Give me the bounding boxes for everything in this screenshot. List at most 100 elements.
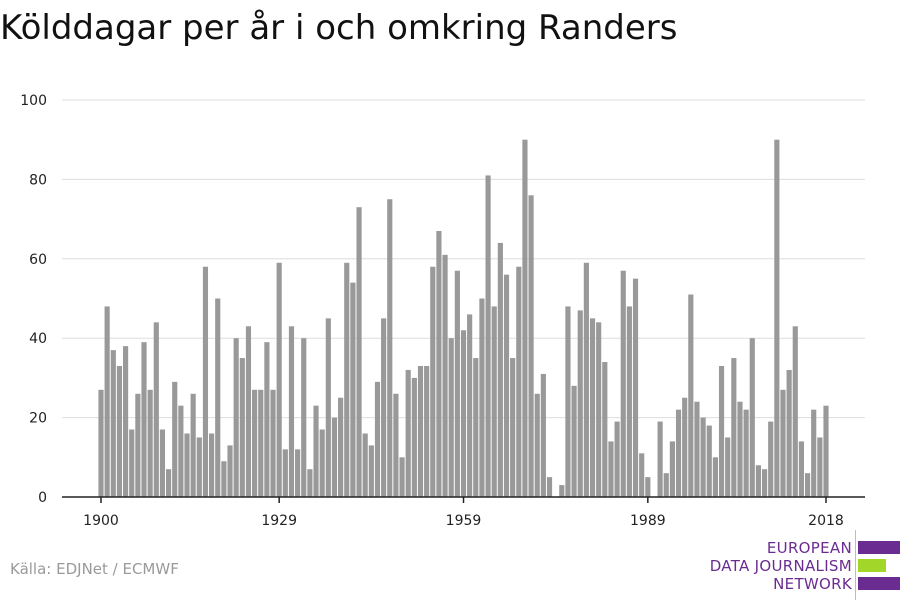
bar-1916 [196,437,202,497]
bar-1913 [178,405,184,497]
bar-1909 [153,322,159,497]
bar-1998 [700,417,706,497]
bar-1977 [571,385,577,497]
bar-2000 [712,457,718,497]
source-note: Källa: EDJNet / ECMWF [10,560,179,578]
bar-2005 [743,409,749,497]
edjnet-logo: EUROPEAN DATA JOURNALISM NETWORK [700,530,900,600]
logo-line-1: EUROPEAN [766,539,852,557]
bar-1982 [602,362,608,497]
bar-1904 [123,346,129,497]
x-tick-label: 1959 [446,513,482,529]
bar-1918 [209,433,215,497]
bar-1919 [215,298,221,497]
logo-line-3: NETWORK [773,575,852,593]
bar-2006 [749,338,755,497]
chart-title: Kölddagar per år i och omkring Randers [0,8,678,48]
bar-2012 [786,369,792,497]
bar-1980 [589,318,596,497]
bar-1905 [129,429,135,497]
bar-1936 [319,429,325,497]
bar-1987 [632,278,639,497]
bar-1948 [393,393,399,497]
bar-2004 [737,401,743,497]
bar-1926 [258,389,264,497]
bar-2011 [780,389,786,497]
bar-1994 [675,409,682,497]
x-tick-label: 2018 [808,513,844,529]
y-tick-label: 60 [29,252,47,268]
bar-1978 [577,310,583,497]
bar-1900 [98,389,104,497]
bar-2007 [755,465,761,497]
bar-2017 [817,437,823,497]
logo-bar-purple-top [858,541,900,554]
logo-divider [855,530,856,600]
bar-1966 [503,274,510,497]
bar-1962 [479,298,485,497]
bar-1941 [350,282,356,497]
bar-1925 [252,389,258,497]
bar-1917 [202,266,209,497]
bar-1906 [135,393,141,497]
bar-1970 [528,195,534,497]
bar-2008 [761,469,768,497]
y-axis-ticks: 0 20 40 60 80 100 [20,93,47,506]
bar-1964 [491,306,497,497]
bar-1912 [172,381,178,497]
bar-1983 [608,441,614,497]
bar-2009 [768,421,774,497]
bar-2001 [718,365,725,497]
bar-1942 [356,207,362,497]
bar-1940 [344,262,350,497]
bar-1958 [454,270,460,497]
bar-1963 [485,175,491,497]
bar-1923 [239,358,245,497]
bar-2010 [774,139,780,497]
bar-1981 [596,322,602,497]
bar-1933 [301,338,307,497]
bar-1999 [706,425,712,497]
bar-1908 [147,389,153,497]
bar-1935 [313,405,319,497]
bar-1971 [534,393,540,497]
bar-1967 [510,358,516,497]
logo-bar-green [858,559,886,572]
logo-text: EUROPEAN DATA JOURNALISM NETWORK [710,539,852,593]
bar-1943 [362,433,368,497]
bar-1937 [325,318,331,497]
bar-2016 [811,409,817,497]
bar-1992 [663,473,669,497]
bar-1901 [104,306,110,497]
bar-1938 [331,417,338,497]
bar-1954 [430,266,436,497]
y-tick-label: 80 [29,172,47,188]
bar-1989 [645,477,651,497]
bar-1939 [338,397,344,497]
bar-1995 [682,397,688,497]
bar-1951 [411,377,417,497]
bar-2018 [823,405,829,497]
bar-2015 [804,473,811,497]
bar-1968 [516,266,522,497]
bar-1959 [460,330,467,497]
bar-1930 [282,449,288,497]
bar-1946 [381,318,387,497]
bar-1984 [614,421,620,497]
bar-2002 [725,437,731,497]
bar-1955 [436,231,442,497]
bar-1972 [540,373,546,497]
bar-1902 [110,350,116,497]
bar-1957 [448,338,454,497]
bar-1996 [688,294,694,497]
bar-1932 [295,449,301,497]
bar-1950 [405,369,411,497]
bar-1927 [264,342,270,497]
bar-1965 [497,242,503,497]
bars [98,139,829,497]
bar-1924 [245,326,252,497]
x-tick-label: 1900 [83,513,119,529]
bar-1979 [583,262,589,497]
bar-2013 [792,326,798,497]
